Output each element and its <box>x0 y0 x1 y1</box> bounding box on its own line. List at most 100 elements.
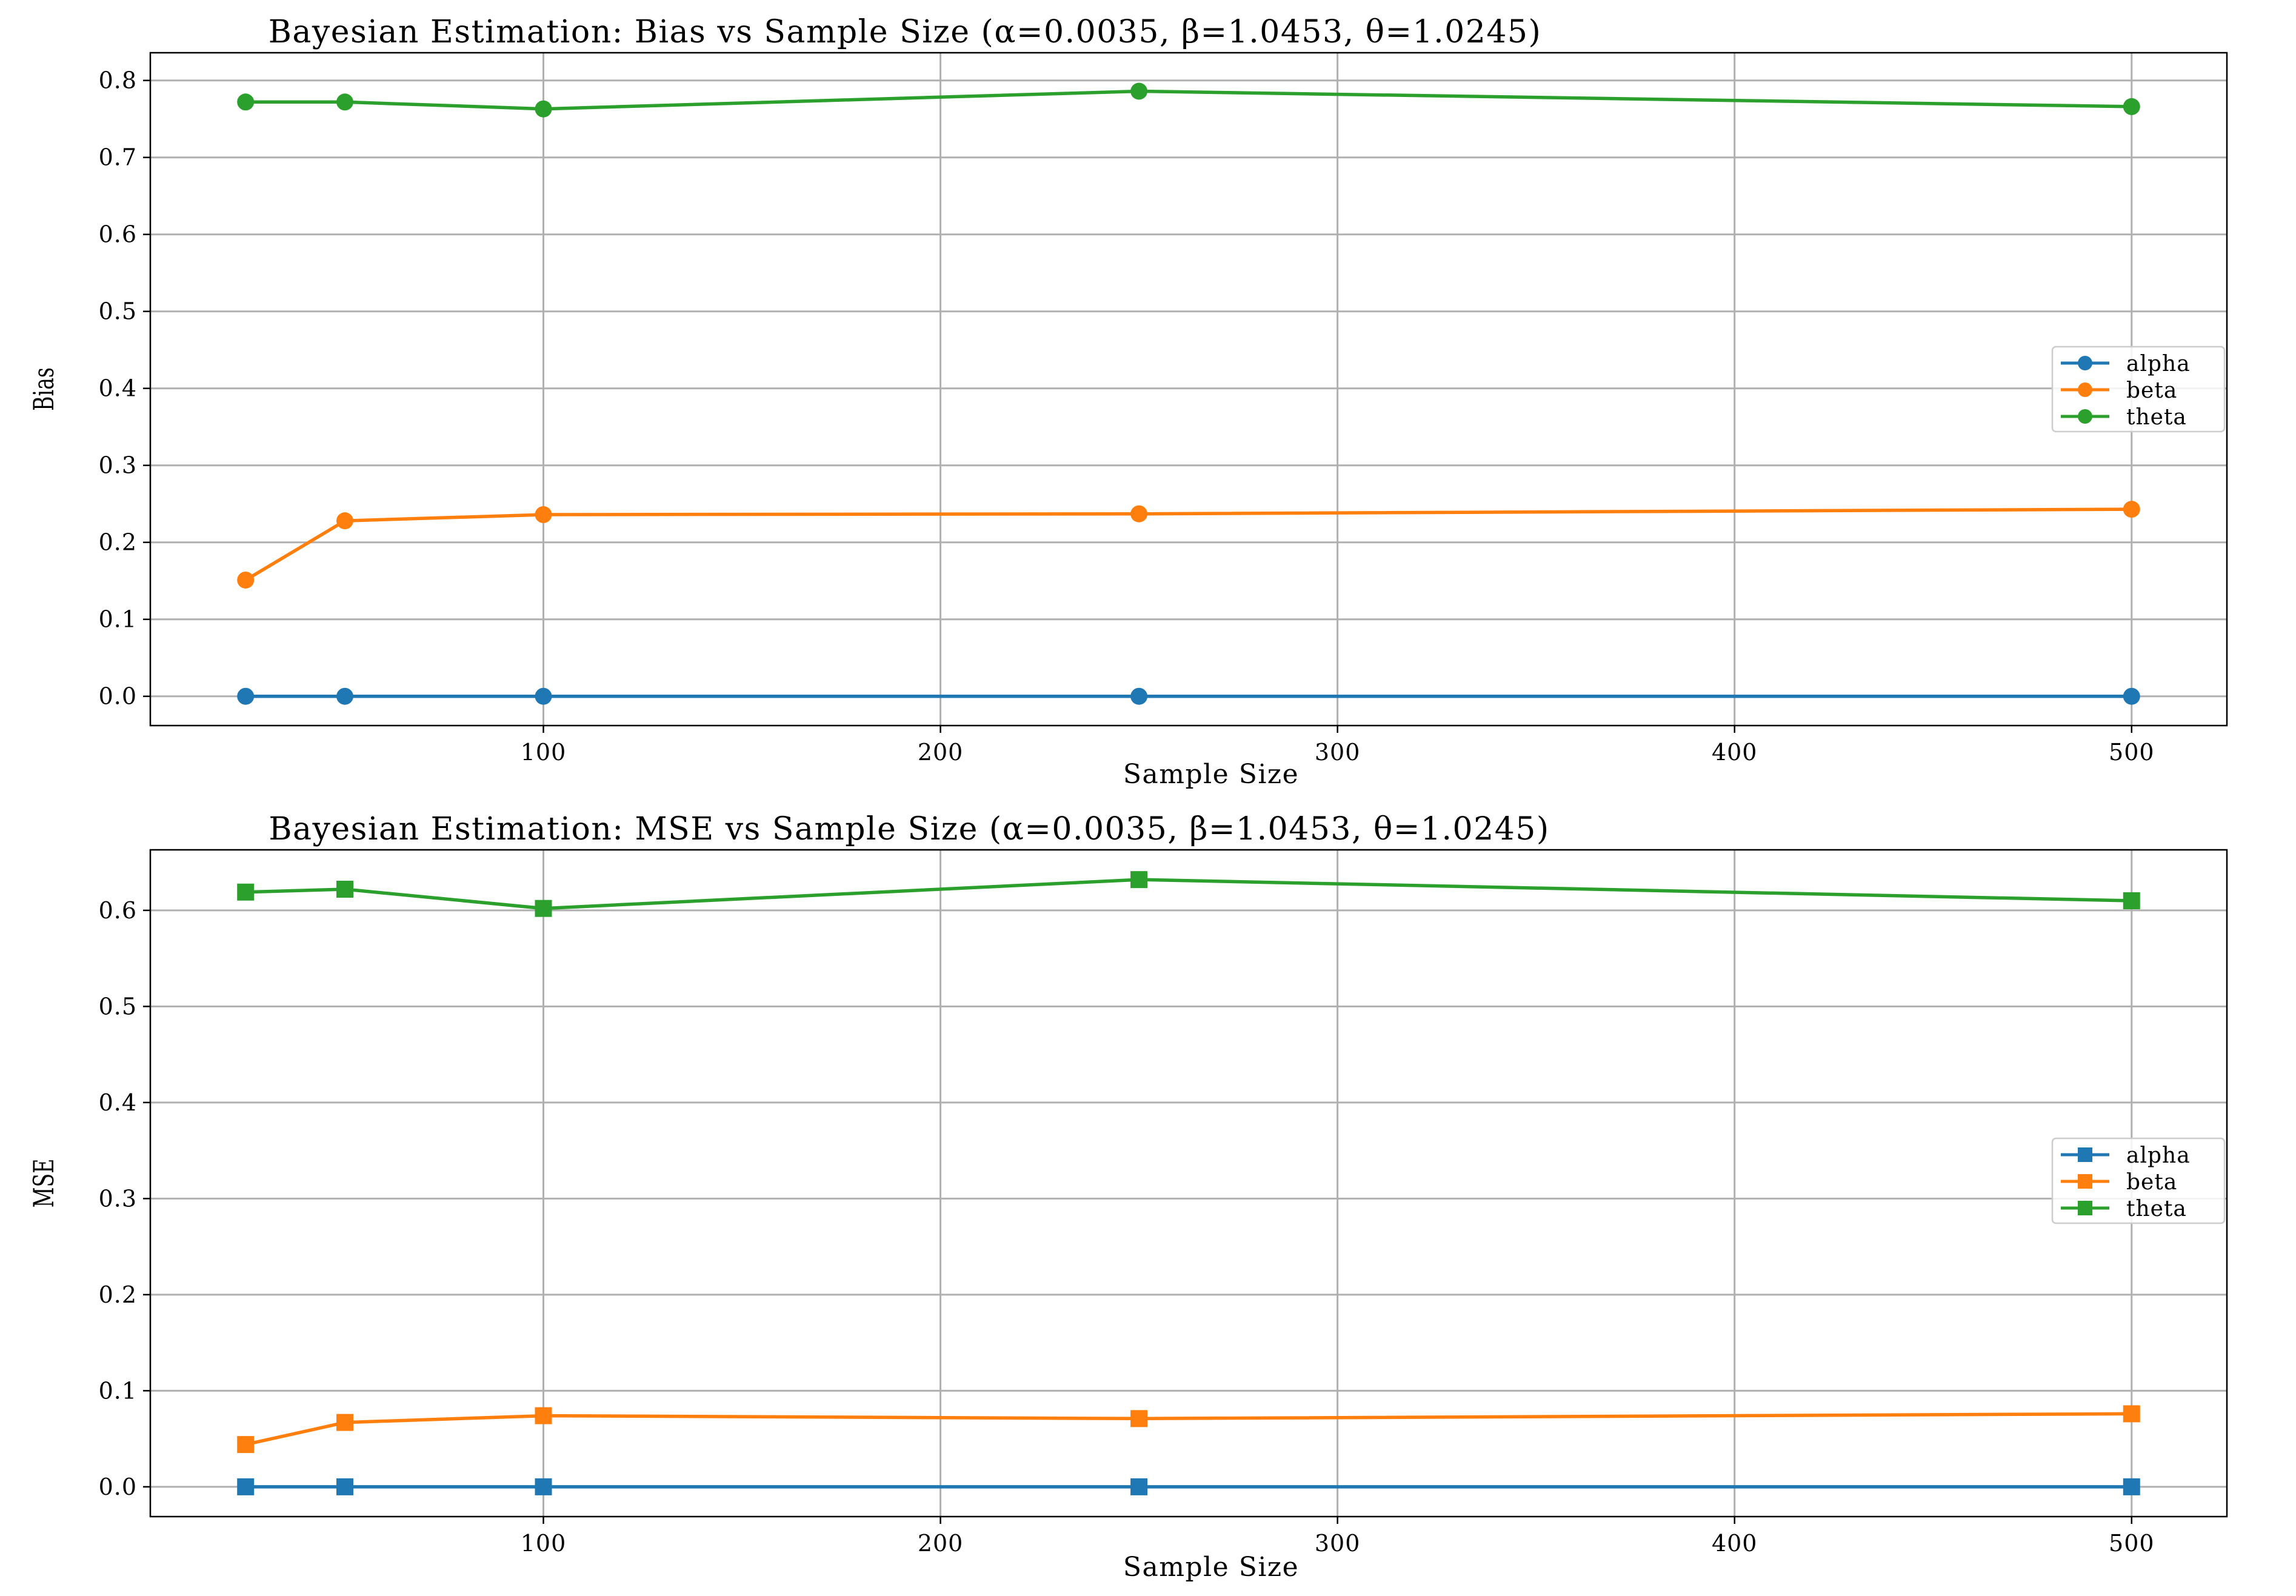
x-tick-label: 300 <box>1315 739 1361 766</box>
y-axis-label: Bias <box>28 367 61 411</box>
legend: alpha beta theta <box>2051 346 2226 433</box>
axis-ticks: 100 200 300 400 500 0.0 0.1 0.2 0.3 0.4 0.5 0.6 0.7 0… <box>99 67 2155 766</box>
data-point-alpha <box>2123 687 2140 705</box>
y-tick-label: 0.2 <box>99 529 137 556</box>
axes-frame <box>149 52 2228 727</box>
x-tick-label: 100 <box>521 1530 567 1557</box>
data-point-alpha <box>2123 1478 2140 1495</box>
legend-label-beta: beta <box>2126 1170 2177 1195</box>
data-point-alpha <box>1130 1478 1148 1495</box>
data-point-theta <box>336 93 353 111</box>
y-tick-label: 0.5 <box>99 993 137 1020</box>
legend-marker-beta <box>2078 382 2092 397</box>
y-tick-label: 0.4 <box>99 375 137 402</box>
data-point-alpha <box>336 1478 353 1495</box>
y-tick-label: 0.2 <box>99 1281 137 1308</box>
x-tick-label: 300 <box>1315 1530 1361 1557</box>
series-line-beta <box>244 507 2132 582</box>
data-point-theta <box>237 93 255 111</box>
chart-title: Bayesian Estimation: MSE vs Sample Size … <box>269 811 1549 847</box>
y-tick-label: 0.4 <box>99 1089 137 1116</box>
x-tick-label: 100 <box>521 739 567 766</box>
data-point-theta <box>1130 82 1148 100</box>
legend-box <box>2051 346 2226 433</box>
legend-item-alpha: alpha <box>2061 1143 2191 1168</box>
legend-item-alpha: alpha <box>2061 352 2191 376</box>
data-point-beta <box>336 512 353 530</box>
y-tick-label: 0.6 <box>99 221 137 248</box>
axes-frame <box>149 849 2228 1518</box>
bias-chart: Bayesian Estimation: Bias vs Sample Size… <box>28 14 2228 790</box>
data-point-beta <box>336 1414 353 1431</box>
legend-marker-alpha <box>2078 356 2092 370</box>
data-point-alpha <box>237 1478 255 1495</box>
legend-marker-beta <box>2078 1174 2092 1189</box>
legend-label-beta: beta <box>2126 378 2177 403</box>
data-point-theta <box>336 880 353 898</box>
legend-item-beta: beta <box>2061 378 2177 403</box>
series-beta <box>237 501 2140 589</box>
series-theta <box>237 82 2140 118</box>
legend-label-theta: theta <box>2126 405 2187 430</box>
data-point-theta <box>237 883 255 901</box>
x-tick-label: 200 <box>918 1530 964 1557</box>
data-point-theta <box>1130 871 1148 889</box>
data-point-beta <box>1130 1410 1148 1427</box>
y-tick-label: 0.8 <box>99 67 137 94</box>
series-lines <box>237 82 2140 705</box>
series-alpha <box>237 687 2140 705</box>
legend-marker-theta <box>2078 409 2092 424</box>
data-point-beta <box>2123 1405 2140 1423</box>
legend-box <box>2051 1137 2226 1224</box>
data-point-alpha <box>237 687 255 705</box>
grid-lines <box>150 850 2227 1517</box>
legend: alpha beta theta <box>2051 1137 2226 1224</box>
grid-lines <box>150 53 2227 726</box>
data-point-beta <box>535 1407 552 1424</box>
axis-ticks: 100 200 300 400 500 0.0 0.1 0.2 0.3 0.4 0.5 0.6 <box>99 897 2155 1557</box>
data-point-alpha <box>1130 687 1148 705</box>
x-axis-label: Sample Size <box>1123 759 1299 790</box>
data-point-beta <box>237 1436 255 1454</box>
y-tick-label: 0.1 <box>99 606 137 633</box>
data-point-theta <box>2123 892 2140 910</box>
data-point-theta <box>535 900 552 917</box>
x-tick-label: 500 <box>2109 1530 2155 1557</box>
legend-item-beta: beta <box>2061 1170 2177 1195</box>
legend-label-theta: theta <box>2126 1197 2187 1221</box>
data-point-theta <box>2123 98 2140 115</box>
x-tick-label: 500 <box>2109 739 2155 766</box>
y-tick-label: 0.5 <box>99 298 137 325</box>
x-tick-label: 200 <box>918 739 964 766</box>
y-tick-label: 0.3 <box>99 452 137 479</box>
series-alpha <box>237 1478 2140 1495</box>
series-lines <box>237 871 2140 1495</box>
data-point-beta <box>535 506 552 524</box>
series-beta <box>237 1405 2140 1454</box>
legend-label-alpha: alpha <box>2126 1143 2191 1168</box>
data-point-alpha <box>535 1478 552 1495</box>
data-point-theta <box>535 100 552 118</box>
data-point-alpha <box>535 687 552 705</box>
y-axis-label: MSE <box>28 1159 61 1208</box>
mse-chart: Bayesian Estimation: MSE vs Sample Size … <box>28 811 2228 1583</box>
y-tick-label: 0.0 <box>99 683 137 710</box>
data-point-beta <box>237 571 255 589</box>
y-tick-label: 0.6 <box>99 897 137 924</box>
chart-title: Bayesian Estimation: Bias vs Sample Size… <box>269 14 1542 50</box>
series-line-theta <box>245 878 2132 910</box>
data-point-beta <box>1130 505 1148 523</box>
legend-marker-theta <box>2078 1201 2092 1215</box>
legend-label-alpha: alpha <box>2126 352 2191 376</box>
data-point-alpha <box>336 687 353 705</box>
legend-marker-alpha <box>2078 1147 2092 1162</box>
legend-item-theta: theta <box>2061 1197 2187 1221</box>
y-tick-label: 0.3 <box>99 1185 137 1212</box>
legend-item-theta: theta <box>2061 405 2187 430</box>
y-tick-label: 0.7 <box>99 144 137 171</box>
x-axis-label: Sample Size <box>1123 1552 1299 1583</box>
series-theta <box>237 871 2140 917</box>
series-line-beta <box>245 1412 2132 1446</box>
x-tick-label: 400 <box>1712 1530 1758 1557</box>
